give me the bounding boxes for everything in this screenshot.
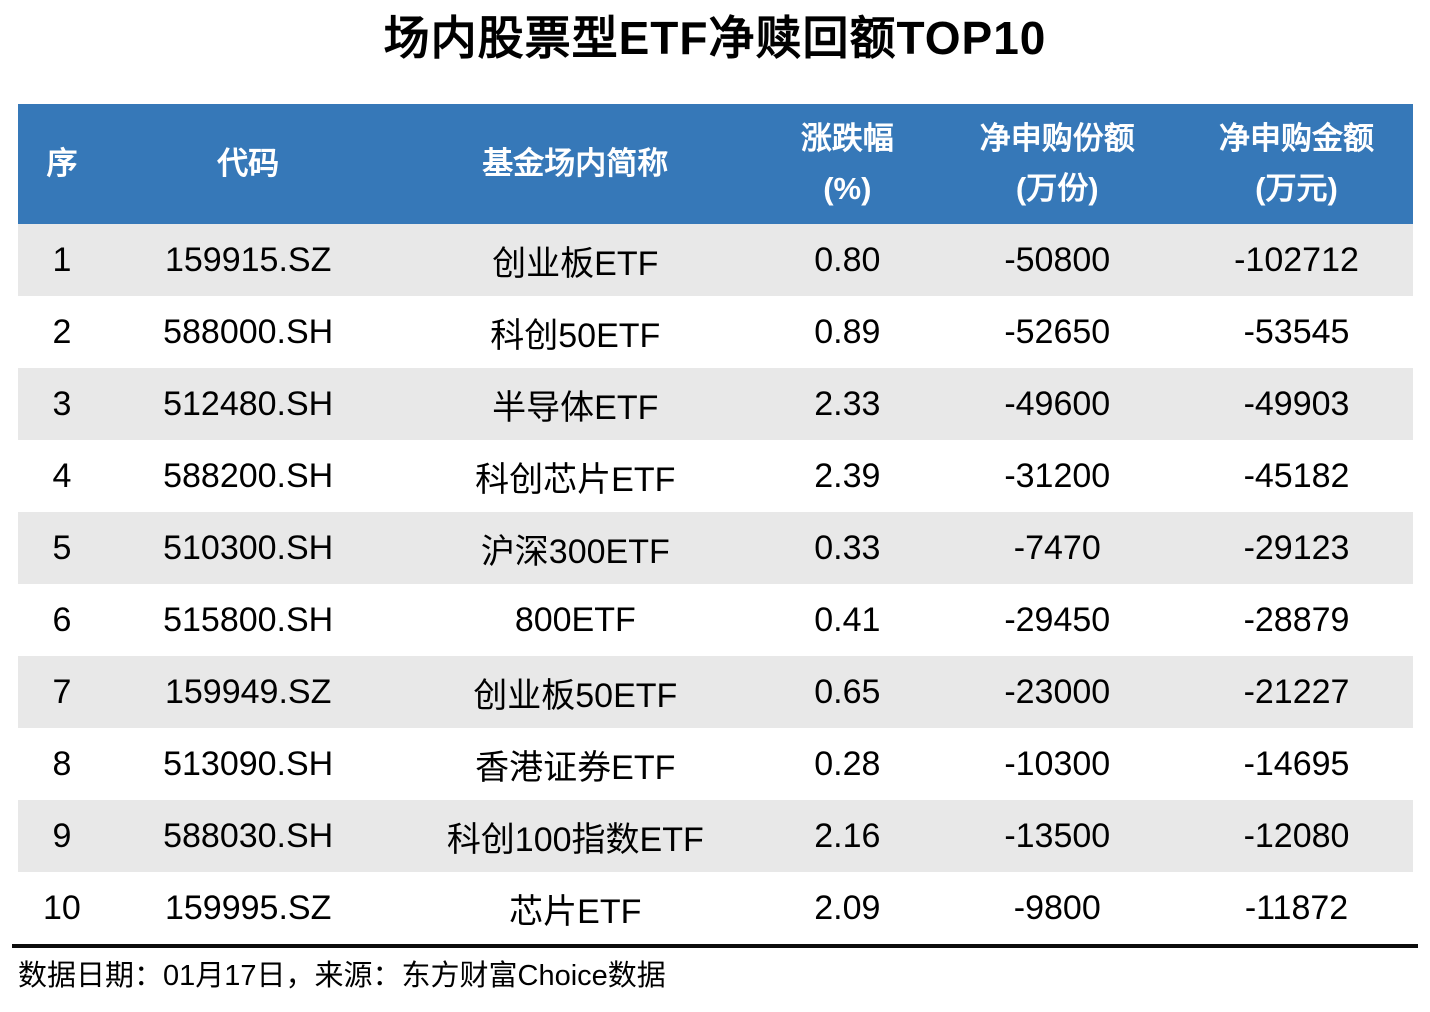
cell-net-shares: -52650 bbox=[934, 296, 1181, 368]
cell-index: 9 bbox=[18, 800, 106, 872]
cell-index: 8 bbox=[18, 728, 106, 800]
cell-fund-name: 芯片ETF bbox=[390, 872, 761, 944]
cell-net-shares: -23000 bbox=[934, 656, 1181, 728]
cell-net-amount: -12080 bbox=[1180, 800, 1413, 872]
cell-code: 515800.SH bbox=[105, 584, 391, 656]
cell-fund-name: 半导体ETF bbox=[390, 368, 761, 440]
col-header-unit: (%) bbox=[823, 171, 872, 206]
cell-fund-name: 沪深300ETF bbox=[390, 512, 761, 584]
table-row: 6 515800.SH 800ETF 0.41 -29450 -28879 bbox=[18, 584, 1413, 656]
cell-index: 5 bbox=[18, 512, 106, 584]
cell-code: 588030.SH bbox=[105, 800, 391, 872]
cell-code: 159915.SZ bbox=[105, 224, 391, 296]
cell-net-shares: -29450 bbox=[934, 584, 1181, 656]
cell-fund-name: 科创芯片ETF bbox=[390, 440, 761, 512]
table-row: 7 159949.SZ 创业板50ETF 0.65 -23000 -21227 bbox=[18, 656, 1413, 728]
source-note: 数据日期：01月17日，来源：东方财富Choice数据 bbox=[18, 960, 666, 992]
table-row: 5 510300.SH 沪深300ETF 0.33 -7470 -29123 bbox=[18, 512, 1413, 584]
cell-fund-name: 800ETF bbox=[390, 584, 761, 656]
cell-index: 4 bbox=[18, 440, 106, 512]
col-header-index: 序 bbox=[18, 104, 106, 224]
col-header-net-amount: 净申购金额 (万元) bbox=[1180, 104, 1413, 224]
footer: 数据日期：01月17日，来源：东方财富Choice数据 bbox=[12, 944, 1418, 996]
cell-change-pct: 2.09 bbox=[760, 872, 935, 944]
cell-code: 159949.SZ bbox=[105, 656, 391, 728]
table-row: 3 512480.SH 半导体ETF 2.33 -49600 -49903 bbox=[18, 368, 1413, 440]
cell-net-amount: -11872 bbox=[1180, 872, 1413, 944]
table-row: 10 159995.SZ 芯片ETF 2.09 -9800 -11872 bbox=[18, 872, 1413, 944]
col-header-label: 序 bbox=[46, 145, 78, 181]
cell-change-pct: 0.89 bbox=[760, 296, 935, 368]
table-header-row: 序 代码 基金场内简称 涨跌幅 (%) 净申购份额 (万份) bbox=[18, 104, 1413, 224]
cell-change-pct: 0.28 bbox=[760, 728, 935, 800]
table-body: 1 159915.SZ 创业板ETF 0.80 -50800 -102712 2 588000… bbox=[18, 224, 1413, 944]
cell-change-pct: 2.16 bbox=[760, 800, 935, 872]
cell-code: 159995.SZ bbox=[105, 872, 391, 944]
cell-change-pct: 0.65 bbox=[760, 656, 935, 728]
col-header-code: 代码 bbox=[105, 104, 391, 224]
cell-net-shares: -31200 bbox=[934, 440, 1181, 512]
col-header-change-pct: 涨跌幅 (%) bbox=[760, 104, 935, 224]
col-header-net-shares: 净申购份额 (万份) bbox=[934, 104, 1181, 224]
table-row: 9 588030.SH 科创100指数ETF 2.16 -13500 -12080 bbox=[18, 800, 1413, 872]
cell-net-shares: -9800 bbox=[934, 872, 1181, 944]
col-header-label: 涨跌幅 bbox=[800, 120, 894, 156]
page-title: 场内股票型ETF净赎回额TOP10 bbox=[383, 12, 1047, 64]
table-container: 序 代码 基金场内简称 涨跌幅 (%) 净申购份额 (万份) bbox=[18, 104, 1413, 944]
cell-code: 588200.SH bbox=[105, 440, 391, 512]
cell-net-amount: -14695 bbox=[1180, 728, 1413, 800]
cell-index: 1 bbox=[18, 224, 106, 296]
col-header-unit: (万份) bbox=[1015, 171, 1099, 206]
col-header-label: 代码 bbox=[217, 145, 280, 181]
table-row: 4 588200.SH 科创芯片ETF 2.39 -31200 -45182 bbox=[18, 440, 1413, 512]
cell-code: 513090.SH bbox=[105, 728, 391, 800]
cell-index: 10 bbox=[18, 872, 106, 944]
cell-net-shares: -49600 bbox=[934, 368, 1181, 440]
table-row: 8 513090.SH 香港证券ETF 0.28 -10300 -14695 bbox=[18, 728, 1413, 800]
cell-fund-name: 创业板ETF bbox=[390, 224, 761, 296]
cell-code: 588000.SH bbox=[105, 296, 391, 368]
table-row: 2 588000.SH 科创50ETF 0.89 -52650 -53545 bbox=[18, 296, 1413, 368]
cell-code: 510300.SH bbox=[105, 512, 391, 584]
cell-code: 512480.SH bbox=[105, 368, 391, 440]
cell-net-amount: -45182 bbox=[1180, 440, 1413, 512]
cell-net-amount: -102712 bbox=[1180, 224, 1413, 296]
col-header-label: 净申购份额 bbox=[979, 120, 1135, 156]
table-row: 1 159915.SZ 创业板ETF 0.80 -50800 -102712 bbox=[18, 224, 1413, 296]
cell-net-shares: -50800 bbox=[934, 224, 1181, 296]
cell-net-amount: -28879 bbox=[1180, 584, 1413, 656]
col-header-fund-name: 基金场内简称 bbox=[390, 104, 761, 224]
cell-net-amount: -53545 bbox=[1180, 296, 1413, 368]
col-header-label: 净申购金额 bbox=[1219, 120, 1374, 156]
etf-redemption-table: 序 代码 基金场内简称 涨跌幅 (%) 净申购份额 (万份) bbox=[18, 104, 1413, 944]
cell-net-shares: -10300 bbox=[934, 728, 1181, 800]
cell-fund-name: 香港证券ETF bbox=[390, 728, 761, 800]
cell-net-shares: -7470 bbox=[934, 512, 1181, 584]
cell-net-amount: -49903 bbox=[1180, 368, 1413, 440]
col-header-unit: (万元) bbox=[1255, 171, 1338, 206]
cell-change-pct: 2.39 bbox=[760, 440, 935, 512]
col-header-label: 基金场内简称 bbox=[482, 145, 669, 181]
cell-change-pct: 0.80 bbox=[760, 224, 935, 296]
cell-change-pct: 0.41 bbox=[760, 584, 935, 656]
cell-net-amount: -29123 bbox=[1180, 512, 1413, 584]
cell-index: 7 bbox=[18, 656, 106, 728]
cell-change-pct: 0.33 bbox=[760, 512, 935, 584]
cell-index: 3 bbox=[18, 368, 106, 440]
cell-net-amount: -21227 bbox=[1180, 656, 1413, 728]
cell-index: 2 bbox=[18, 296, 106, 368]
cell-fund-name: 科创50ETF bbox=[390, 296, 761, 368]
cell-fund-name: 科创100指数ETF bbox=[390, 800, 761, 872]
cell-index: 6 bbox=[18, 584, 106, 656]
cell-net-shares: -13500 bbox=[934, 800, 1181, 872]
cell-change-pct: 2.33 bbox=[760, 368, 935, 440]
cell-fund-name: 创业板50ETF bbox=[390, 656, 761, 728]
